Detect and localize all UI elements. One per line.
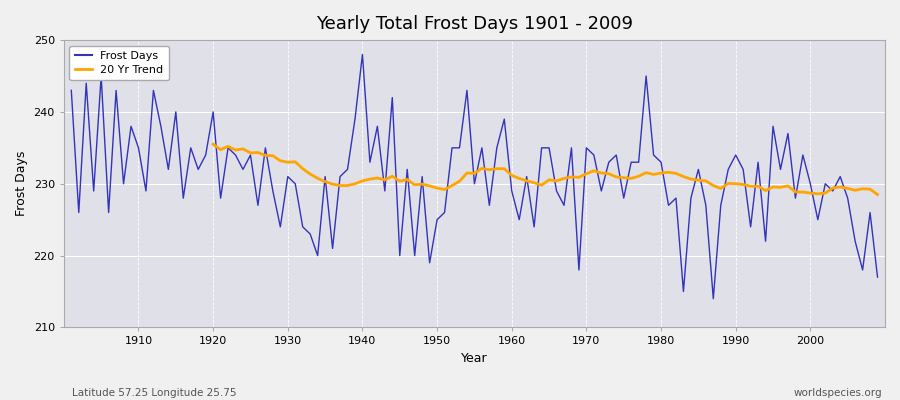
Frost Days: [514, 217, 525, 222]
20 Yr Trend: [297, 166, 308, 171]
20 Yr Trend: [410, 182, 420, 187]
20 Yr Trend: [208, 142, 219, 147]
Y-axis label: Frost Days: Frost Days: [15, 151, 28, 216]
20 Yr Trend: [775, 185, 786, 190]
20 Yr Trend: [670, 171, 681, 176]
Text: Latitude 57.25 Longitude 25.75: Latitude 57.25 Longitude 25.75: [72, 388, 237, 398]
Frost Days: [872, 275, 883, 280]
Line: 20 Yr Trend: 20 Yr Trend: [213, 144, 878, 194]
20 Yr Trend: [760, 188, 771, 193]
Title: Yearly Total Frost Days 1901 - 2009: Yearly Total Frost Days 1901 - 2009: [316, 15, 633, 33]
X-axis label: Year: Year: [461, 352, 488, 365]
Frost Days: [126, 124, 137, 129]
20 Yr Trend: [872, 192, 883, 197]
Frost Days: [290, 181, 301, 186]
Legend: Frost Days, 20 Yr Trend: Frost Days, 20 Yr Trend: [69, 46, 169, 80]
20 Yr Trend: [842, 186, 853, 191]
Frost Days: [507, 188, 517, 193]
Frost Days: [357, 52, 368, 57]
Line: Frost Days: Frost Days: [71, 54, 878, 299]
Frost Days: [603, 160, 614, 165]
Text: worldspecies.org: worldspecies.org: [794, 388, 882, 398]
Frost Days: [335, 174, 346, 179]
Frost Days: [66, 88, 77, 93]
Frost Days: [708, 296, 719, 301]
